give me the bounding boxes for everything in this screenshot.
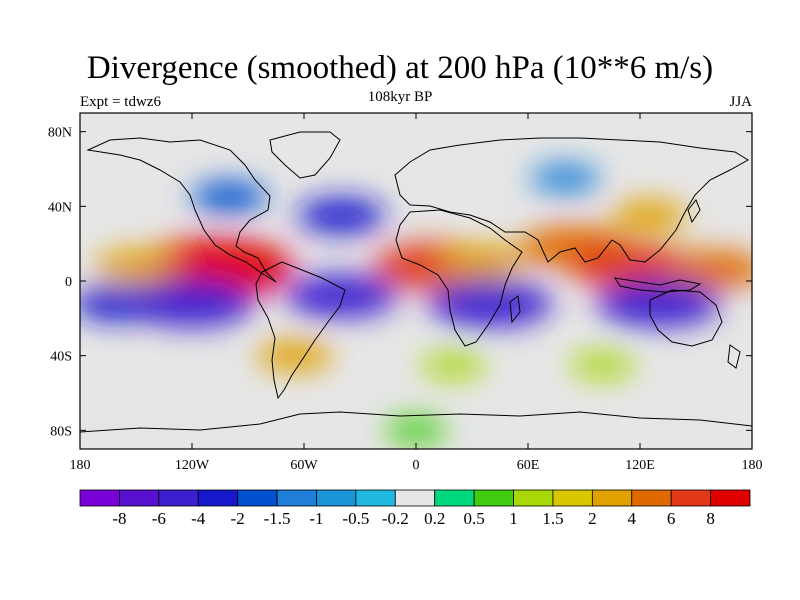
colorbar-box-10 [473, 489, 514, 507]
colorbar-box-0 [79, 489, 120, 507]
colorbar-label-9: 0.5 [463, 509, 484, 528]
colorbar-label-6: -0.5 [342, 509, 369, 528]
colorbar-box-5 [276, 489, 317, 507]
colorbar-label-5: -1 [309, 509, 323, 528]
plot-subtitle: 108kyr BP [367, 89, 433, 105]
colorbar-box-11 [513, 489, 554, 507]
experiment-label: Expt = tdwz6 [80, 94, 161, 110]
coastline-greenland [269, 131, 341, 179]
x-tick-label-6: 180 [742, 458, 763, 473]
colorbar-box-2 [158, 489, 199, 507]
colorbar-label-0: -8 [112, 509, 126, 528]
colorbar-box-15 [670, 489, 711, 507]
field-feature-9 [285, 273, 398, 318]
coastline-new-zealand [727, 344, 741, 369]
field-feature-5 [568, 242, 693, 291]
x-tick-label-3: 0 [413, 458, 420, 473]
colorbar-label-1: -6 [152, 509, 166, 528]
x-tick-label-2: 60W [290, 458, 318, 473]
y-tick-label-1: 40N [48, 200, 72, 215]
x-tick-label-5: 120E [625, 458, 655, 473]
colorbar-label-12: 2 [588, 509, 597, 528]
colorbar-label-4: -1.5 [264, 509, 291, 528]
colorbar-box-6 [316, 489, 357, 507]
colorbar-label-10: 1 [509, 509, 518, 528]
y-tick-label-0: 80N [48, 126, 72, 141]
coastline-japan [687, 199, 701, 224]
coastline-north-america [86, 137, 277, 283]
colorbar-label-14: 6 [667, 509, 676, 528]
field-feature-14 [297, 197, 386, 234]
field-feature-19 [385, 416, 447, 444]
colorbar-label-15: 8 [706, 509, 715, 528]
colorbar-box-16 [710, 489, 751, 507]
coastline-madagascar [509, 295, 521, 324]
colorbar-box-3 [197, 489, 239, 507]
y-tick-label-2: 0 [65, 275, 72, 290]
coastline-indonesia [613, 277, 702, 293]
colorbar-box-13 [591, 489, 633, 507]
season-label: JJA [729, 94, 752, 110]
x-tick-label-1: 120W [175, 458, 210, 473]
colorbar-label-13: 4 [628, 509, 637, 528]
field-feature-10 [428, 279, 553, 328]
coastline-eurasia [394, 137, 749, 263]
field-feature-16 [256, 339, 333, 372]
divergence-field [80, 163, 752, 444]
colorbar-box-8 [394, 489, 436, 507]
field-feature-7 [611, 199, 688, 232]
field-feature-15 [530, 163, 601, 194]
field-feature-1 [95, 249, 177, 284]
plot-title: Divergence (smoothed) at 200 hPa (10**6 … [86, 50, 714, 86]
field-feature-3 [437, 244, 526, 281]
coastline-south-america [255, 261, 346, 400]
x-tick-label-0: 180 [70, 458, 91, 473]
coastlines [80, 131, 752, 433]
colorbar-label-11: 1.5 [542, 509, 563, 528]
colorbar-box-12 [552, 489, 593, 507]
field-feature-18 [421, 351, 486, 379]
coastline-africa [395, 209, 523, 347]
colorbar-label-7: -0.2 [382, 509, 409, 528]
colorbar-label-3: -2 [231, 509, 245, 528]
colorbar-label-8: 0.2 [424, 509, 445, 528]
colorbar-box-1 [119, 489, 160, 507]
field-feature-8 [130, 279, 254, 328]
field-feature-12 [80, 285, 162, 322]
coastline-australia [649, 289, 723, 347]
colorbar-box-9 [434, 489, 475, 507]
colorbar-label-2: -4 [191, 509, 206, 528]
colorbar-box-4 [237, 489, 278, 507]
coastline-antarctica [80, 411, 752, 433]
x-tick-label-4: 60E [517, 458, 540, 473]
field-feature-6 [664, 249, 752, 290]
y-tick-label-4: 80S [50, 424, 72, 439]
field-feature-13 [191, 181, 268, 213]
colorbar-box-14 [631, 489, 672, 507]
y-tick-label-3: 40S [50, 350, 72, 365]
colorbar-box-7 [355, 489, 396, 507]
field-feature-17 [570, 351, 635, 379]
field-feature-11 [596, 279, 721, 328]
axis-ticks: 180 120W 60W 0 60E 120E 180 80N 40N 0 40S 80S [48, 113, 763, 473]
colorbar: -8 -6 -4 -2 -1.5 -1 -0.5 -0.2 0.2 0.5 1 1.5 2 4 6 8 [79, 489, 751, 528]
